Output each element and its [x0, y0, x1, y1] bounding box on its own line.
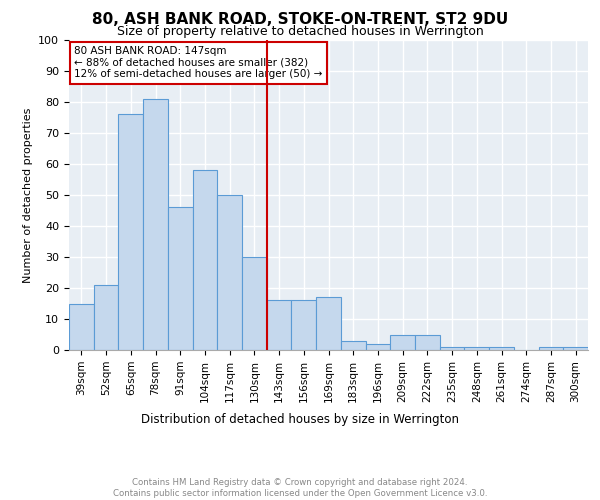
Bar [217, 195, 242, 350]
Y-axis label: Number of detached properties: Number of detached properties [23, 108, 33, 282]
Bar [143, 99, 168, 350]
Bar [341, 340, 365, 350]
Bar [168, 208, 193, 350]
Bar [365, 344, 390, 350]
Text: Contains HM Land Registry data © Crown copyright and database right 2024.
Contai: Contains HM Land Registry data © Crown c… [113, 478, 487, 498]
Text: Size of property relative to detached houses in Werrington: Size of property relative to detached ho… [116, 25, 484, 38]
Bar [316, 298, 341, 350]
Bar [489, 347, 514, 350]
Bar [415, 334, 440, 350]
Bar [539, 347, 563, 350]
Bar [267, 300, 292, 350]
Bar [193, 170, 217, 350]
Bar [440, 347, 464, 350]
Bar [390, 334, 415, 350]
Text: 80 ASH BANK ROAD: 147sqm
← 88% of detached houses are smaller (382)
12% of semi-: 80 ASH BANK ROAD: 147sqm ← 88% of detach… [74, 46, 323, 80]
Text: 80, ASH BANK ROAD, STOKE-ON-TRENT, ST2 9DU: 80, ASH BANK ROAD, STOKE-ON-TRENT, ST2 9… [92, 12, 508, 28]
Text: Distribution of detached houses by size in Werrington: Distribution of detached houses by size … [141, 412, 459, 426]
Bar [292, 300, 316, 350]
Bar [94, 285, 118, 350]
Bar [69, 304, 94, 350]
Bar [118, 114, 143, 350]
Bar [464, 347, 489, 350]
Bar [563, 347, 588, 350]
Bar [242, 257, 267, 350]
